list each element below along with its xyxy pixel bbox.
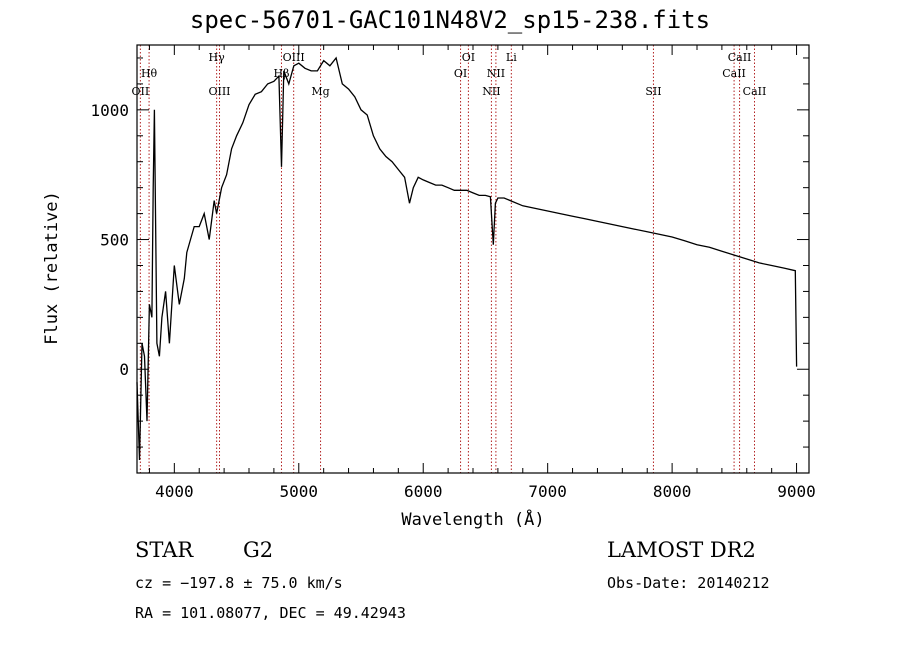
x-axis-ticks: 4000 5000 6000 7000 8000 9000 [148, 45, 816, 501]
reference-line-label: CaII [743, 85, 767, 98]
reference-line-label: Li [506, 51, 517, 64]
reference-line-label: SII [645, 85, 661, 98]
reference-line-label: OII [132, 85, 150, 98]
x-tick-label: 9000 [777, 482, 816, 501]
y-tick-label: 0 [119, 360, 129, 379]
y-axis-label: Flux (relative) [42, 191, 62, 345]
y-axis-ticks: 0 500 1000 [90, 57, 809, 474]
x-tick-label: 5000 [280, 482, 319, 501]
plot-frame [136, 44, 810, 474]
reference-line-label: OI [454, 67, 467, 80]
coordinates: RA = 101.08077, DEC = 49.42943 [135, 604, 406, 622]
reference-line-label: OIII [208, 85, 230, 98]
reference-line-label: Hθ [141, 67, 158, 80]
x-axis-label: Wavelength (Å) [401, 510, 545, 530]
reference-line-label: NII [487, 67, 505, 80]
y-tick-label: 1000 [90, 101, 129, 120]
reference-line-label: Hγ [209, 51, 226, 64]
reference-line-labels: HθOIIHγOIIIHβOIIIMgOIOINIINIILiSIICaIICa… [132, 51, 767, 98]
reference-line-label: NII [482, 85, 500, 98]
reference-line-label: CaII [728, 51, 752, 64]
reference-line-label: OIII [283, 51, 305, 64]
survey-name: LAMOST DR2 [607, 538, 756, 562]
spectrum-series [136, 56, 798, 461]
object-class: STAR [135, 538, 194, 562]
y-tick-label: 500 [100, 231, 129, 250]
x-tick-label: 8000 [653, 482, 692, 501]
x-tick-label: 4000 [155, 482, 194, 501]
object-subclass: G2 [243, 538, 274, 562]
redshift-velocity: cz = −197.8 ± 75.0 km/s [135, 574, 343, 592]
reference-lines [139, 45, 755, 473]
x-tick-label: 7000 [528, 482, 567, 501]
reference-line-label: Mg [311, 85, 329, 98]
x-tick-label: 6000 [404, 482, 443, 501]
chart-title: spec-56701-GAC101N48V2_sp15-238.fits [189, 6, 711, 34]
observation-date: Obs-Date: 20140212 [607, 574, 770, 592]
reference-line-label: CaII [722, 67, 746, 80]
reference-line-label: OI [462, 51, 475, 64]
